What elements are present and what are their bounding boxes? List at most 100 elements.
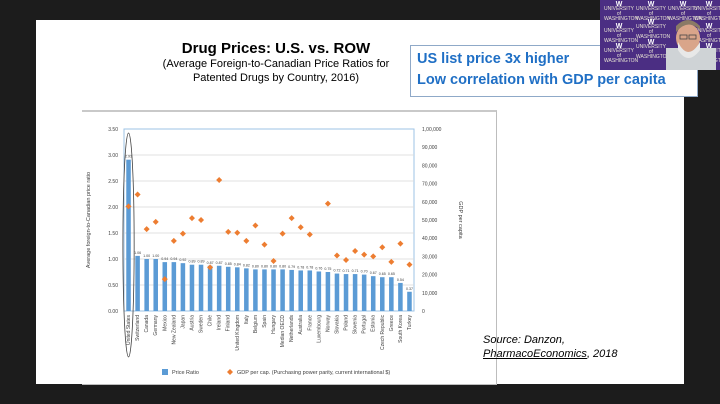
gdp-marker xyxy=(406,261,413,268)
gdp-marker xyxy=(343,257,350,264)
bar xyxy=(225,266,231,311)
source-year: , 2018 xyxy=(586,348,618,360)
y2-tick-label: 0 xyxy=(422,309,425,315)
source-citation: Source: Danzon, PharmacoEconomics, 2018 xyxy=(483,333,618,361)
y-tick-label: 0.00 xyxy=(108,309,118,315)
y2-tick-label: 10,000 xyxy=(422,291,438,297)
y2-tick-label: 20,000 xyxy=(422,273,438,279)
bar xyxy=(370,276,376,311)
gdp-marker xyxy=(234,229,241,236)
bar xyxy=(253,269,258,311)
y-tick-label: 1.50 xyxy=(108,231,118,237)
bar xyxy=(144,259,149,311)
gdp-marker xyxy=(361,251,368,258)
gdp-marker xyxy=(188,215,195,222)
x-tick-label: Estonia xyxy=(371,315,377,332)
bar-data-label: 2.91 xyxy=(125,155,132,159)
y-axis-title: Average foreign-to-Canadian price ratio xyxy=(86,172,92,268)
x-tick-label: Austria xyxy=(189,315,195,331)
bar-data-label: 0.94 xyxy=(170,257,177,261)
x-tick-label: Australia xyxy=(298,315,304,335)
bar-data-label: 0.80 xyxy=(252,264,259,268)
bar-data-label: 0.75 xyxy=(324,267,331,271)
x-tick-label: Hungary xyxy=(271,315,277,334)
x-tick-label: Norway xyxy=(325,315,331,332)
y2-tick-label: 60,000 xyxy=(422,200,438,206)
slide-title: Drug Prices: U.S. vs. ROW xyxy=(181,40,371,57)
slide-subtitle-line1: (Average Foreign-to-Canadian Price Ratio… xyxy=(162,58,390,70)
gdp-marker xyxy=(243,237,250,244)
x-tick-label: Belgium xyxy=(253,315,259,333)
legend-label-gdp: GDP per cap. (Purchasing power parity, c… xyxy=(237,370,390,376)
chart-frame: 0.00 0.50 1.00 1.50 2.00 2.50 3.00 3.50 0 10,000 2… xyxy=(82,110,497,385)
x-tick-label: Canada xyxy=(144,315,150,333)
gdp-marker xyxy=(288,215,295,222)
gdp-marker xyxy=(352,247,359,254)
bar xyxy=(407,291,412,311)
bar-data-label: 0.78 xyxy=(306,265,313,269)
y2-tick-label: 1,00,000 xyxy=(422,127,442,133)
x-tick-label: United Kingdom xyxy=(235,315,241,351)
gdp-marker xyxy=(170,237,177,244)
bar xyxy=(198,264,204,311)
gdp-marker xyxy=(279,230,286,237)
x-tick-label: Spain xyxy=(262,315,268,328)
plot-area xyxy=(123,128,415,312)
x-tick-label: Portugal xyxy=(362,315,368,334)
legend-swatch-gdp xyxy=(227,369,233,375)
bar-data-label: 0.80 xyxy=(279,264,286,268)
gdp-marker xyxy=(397,240,404,247)
y2-tick-label: 40,000 xyxy=(422,236,438,242)
bar xyxy=(280,269,285,311)
bar xyxy=(135,255,140,311)
bar xyxy=(380,277,385,311)
bar xyxy=(398,282,403,311)
us-highlight-ellipse xyxy=(122,132,135,358)
source-journal: PharmacoEconomics xyxy=(483,348,587,360)
bar xyxy=(307,270,313,311)
bar-data-label: 0.65 xyxy=(379,272,386,276)
legend-swatch-price-ratio xyxy=(162,369,168,375)
bar-data-label: 0.65 xyxy=(388,272,395,276)
bar-data-label: 1.00 xyxy=(152,254,159,258)
x-tick-label: Italy xyxy=(244,315,250,325)
gdp-marker xyxy=(333,252,340,259)
bar-data-label: 0.89 xyxy=(198,260,205,264)
y2-tick-label: 50,000 xyxy=(422,218,438,224)
gdp-marker xyxy=(370,253,377,260)
x-tick-label: Turkey xyxy=(407,315,413,331)
y-tick-label: 2.00 xyxy=(108,205,118,211)
y2-tick-label: 90,000 xyxy=(422,145,438,151)
bar xyxy=(289,269,294,311)
bar xyxy=(334,273,340,311)
bar xyxy=(207,265,213,311)
bar-data-label: 1.00 xyxy=(143,254,150,258)
bar-data-label: 0.85 xyxy=(225,262,232,266)
source-journal-line: PharmacoEconomics, 2018 xyxy=(483,347,618,361)
gdp-marker xyxy=(225,228,232,235)
x-tick-label: Germany xyxy=(153,315,159,336)
bar-data-label: 0.71 xyxy=(343,269,350,273)
bar xyxy=(171,262,177,311)
bar-data-label: 0.87 xyxy=(207,261,214,265)
webcam-video-tile[interactable]: W UNIVERSITY of WASHINGTON W UNIVERSITY of … xyxy=(600,0,720,70)
x-tick-label: Switzerland xyxy=(135,315,141,341)
x-tick-label: South Korea xyxy=(398,315,404,343)
bar-data-label: 0.94 xyxy=(161,257,168,261)
x-tick-label: United States xyxy=(126,315,132,346)
x-tick-label: Luxembourg xyxy=(316,315,322,343)
gdp-marker xyxy=(198,217,205,223)
y-tick-label: 3.50 xyxy=(108,127,118,133)
x-tick-label: Greece xyxy=(389,315,395,332)
x-tick-label: Japan xyxy=(180,315,186,329)
bar-data-label: 0.92 xyxy=(179,258,186,262)
bar xyxy=(180,263,186,311)
chart: 0.00 0.50 1.00 1.50 2.00 2.50 3.00 3.50 0 10,000 2… xyxy=(86,127,463,376)
